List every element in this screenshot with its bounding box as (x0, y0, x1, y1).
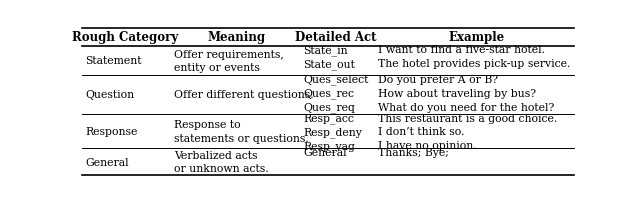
Text: Offer requirements,
entity or events: Offer requirements, entity or events (174, 49, 284, 73)
Text: I want to find a five-star hotel.: I want to find a five-star hotel. (378, 45, 545, 55)
Text: This restaurant is a good choice.: This restaurant is a good choice. (378, 113, 557, 123)
Text: I have no opinion.: I have no opinion. (378, 141, 476, 151)
Text: Ques_select: Ques_select (303, 74, 369, 85)
Text: Response: Response (85, 126, 138, 136)
Text: Question: Question (85, 90, 134, 100)
Text: I don’t think so.: I don’t think so. (378, 127, 464, 137)
Text: Response to
statements or questions.: Response to statements or questions. (174, 120, 309, 143)
Text: Statement: Statement (85, 56, 141, 66)
Text: Resp_acc: Resp_acc (303, 113, 354, 123)
Text: Meaning: Meaning (207, 31, 266, 44)
Text: Example: Example (449, 31, 505, 44)
Text: Offer different questions.: Offer different questions. (174, 90, 314, 100)
Text: Ques_req: Ques_req (303, 102, 355, 112)
Text: State_out: State_out (303, 59, 355, 69)
Text: Rough Category: Rough Category (72, 31, 178, 44)
Text: Thanks; Bye;: Thanks; Bye; (378, 148, 449, 158)
Text: How about traveling by bus?: How about traveling by bus? (378, 88, 536, 98)
Text: Resp_deny: Resp_deny (303, 126, 362, 137)
Text: Detailed Act: Detailed Act (294, 31, 376, 44)
Text: General: General (303, 148, 347, 158)
Text: Verbalized acts
or unknown acts.: Verbalized acts or unknown acts. (174, 150, 269, 173)
Text: State_in: State_in (303, 45, 348, 56)
Text: The hotel provides pick-up service.: The hotel provides pick-up service. (378, 59, 570, 69)
Text: Resp_vag: Resp_vag (303, 140, 355, 151)
Text: What do you need for the hotel?: What do you need for the hotel? (378, 102, 554, 112)
Text: Do you prefer A or B?: Do you prefer A or B? (378, 74, 498, 84)
Text: Ques_rec: Ques_rec (303, 88, 354, 99)
Text: General: General (85, 157, 129, 167)
